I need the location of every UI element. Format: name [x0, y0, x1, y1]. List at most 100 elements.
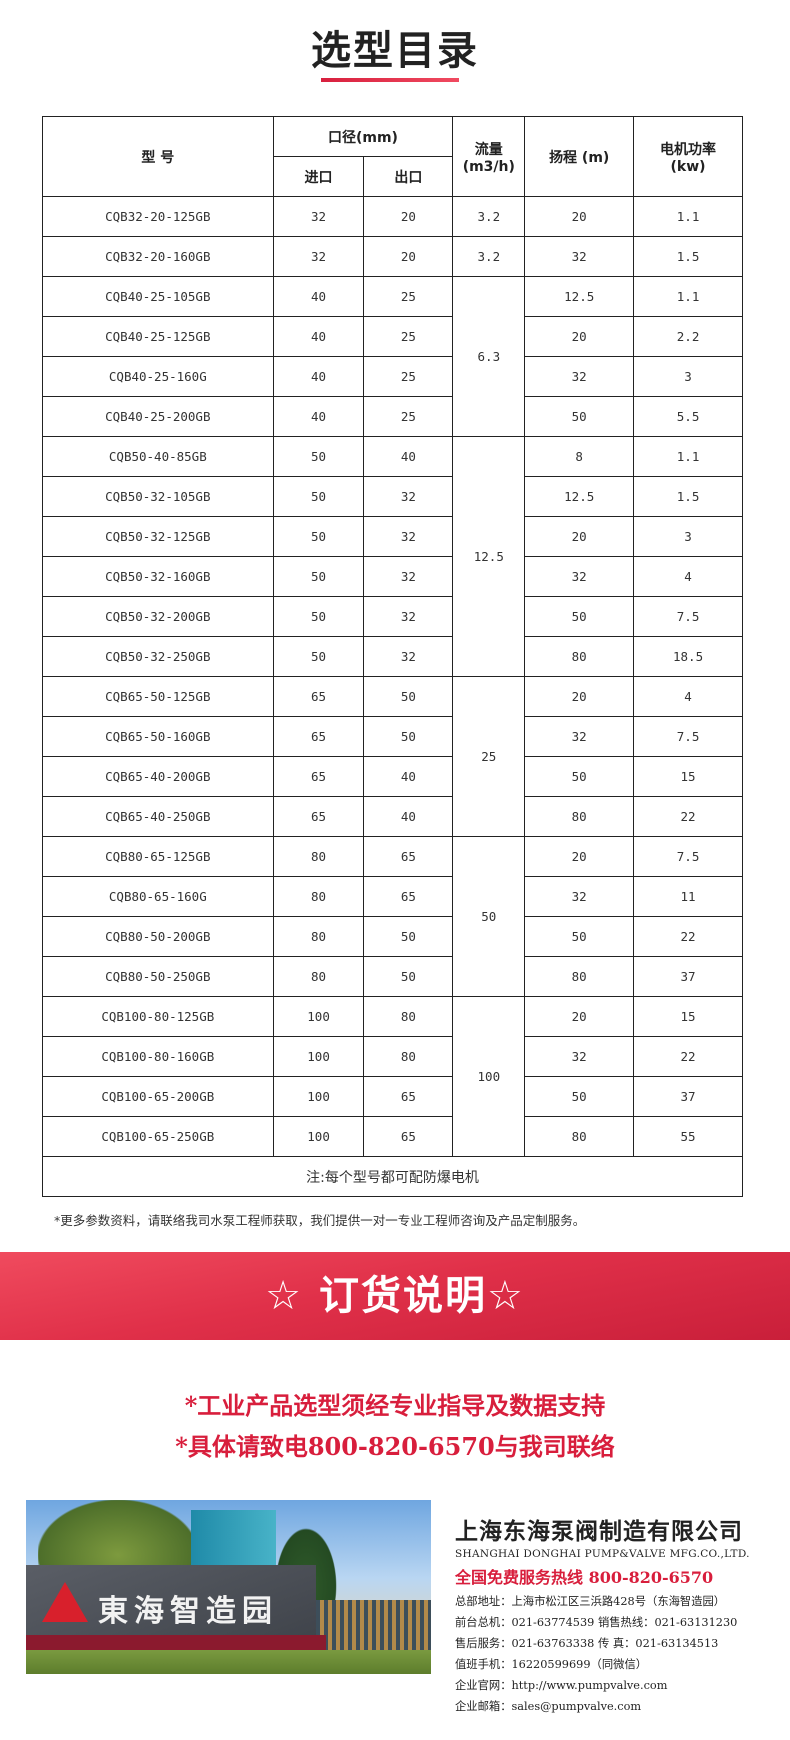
outlet-cell: 25	[363, 276, 454, 317]
head-cell: 80	[524, 1116, 635, 1157]
head-cell: 32	[524, 236, 635, 277]
header-head: 扬程 (m)	[524, 116, 635, 197]
table-row: CQB80-65-160G 80 65 32 11	[42, 876, 743, 917]
flow-cell: 12.5	[452, 436, 526, 677]
table-row: CQB50-32-250GB 50 32 80 18.5	[42, 636, 743, 677]
table-row: CQB40-25-160G 40 25 32 3	[42, 356, 743, 397]
model-cell: CQB50-32-160GB	[42, 556, 274, 597]
model-cell: CQB100-80-160GB	[42, 1036, 274, 1077]
outlet-cell: 65	[363, 1076, 454, 1117]
table-row: CQB65-40-250GB 65 40 80 22	[42, 796, 743, 837]
outlet-cell: 25	[363, 356, 454, 397]
inlet-cell: 80	[272, 876, 365, 917]
head-cell: 80	[524, 796, 635, 837]
website[interactable]: 企业官网：http://www.pumpvalve.com	[455, 1679, 668, 1692]
header-power: 电机功率 (kw)	[633, 116, 743, 197]
power-cell: 11	[633, 876, 743, 917]
sign-text: 東海智造园	[98, 1594, 278, 1629]
model-cell: CQB50-32-200GB	[42, 596, 274, 637]
mobile: 值班手机：16220599699（同微信）	[455, 1658, 648, 1671]
power-cell: 1.1	[633, 436, 743, 477]
inlet-cell: 80	[272, 836, 365, 877]
head-cell: 12.5	[524, 276, 635, 317]
company-info: 上海东海泵阀制造有限公司 SHANGHAI DONGHAI PUMP&VALVE…	[455, 1512, 775, 1714]
power-cell: 1.5	[633, 236, 743, 277]
service-fax: 售后服务：021-63763338 传 真：021-63134513	[455, 1637, 719, 1650]
outlet-cell: 32	[363, 636, 454, 677]
outlet-cell: 32	[363, 556, 454, 597]
header-inlet: 进口	[272, 156, 365, 197]
head-cell: 20	[524, 836, 635, 877]
head-cell: 20	[524, 676, 635, 717]
order-line-1: *工业产品选型须经专业指导及数据支持	[184, 1391, 606, 1420]
head-cell: 50	[524, 756, 635, 797]
model-cell: CQB40-25-105GB	[42, 276, 274, 317]
inlet-cell: 65	[272, 716, 365, 757]
inlet-cell: 50	[272, 516, 365, 557]
table-row: CQB50-32-125GB 50 32 20 3	[42, 516, 743, 557]
email[interactable]: 企业邮箱：sales@pumpvalve.com	[455, 1700, 642, 1713]
table-row: CQB40-25-200GB 40 25 50 5.5	[42, 396, 743, 437]
model-cell: CQB100-80-125GB	[42, 996, 274, 1037]
factory-photo: 東海智造园	[26, 1500, 431, 1674]
inlet-cell: 40	[272, 356, 365, 397]
grass	[26, 1650, 431, 1674]
power-cell: 7.5	[633, 836, 743, 877]
head-cell: 32	[524, 876, 635, 917]
table-row: CQB80-65-125GB 80 65 50 20 7.5	[42, 836, 743, 997]
head-cell: 32	[524, 716, 635, 757]
table-row: CQB50-32-200GB 50 32 50 7.5	[42, 596, 743, 637]
power-cell: 3	[633, 516, 743, 557]
model-cell: CQB40-25-200GB	[42, 396, 274, 437]
inlet-cell: 80	[272, 916, 365, 957]
flow-cell: 25	[452, 676, 526, 837]
header-flow: 流量 (m3/h)	[452, 116, 526, 197]
flow-cell: 50	[452, 836, 526, 997]
model-cell: CQB32-20-125GB	[42, 196, 274, 237]
power-cell: 3	[633, 356, 743, 397]
table-row: CQB100-80-125GB 100 80 100 20 15	[42, 996, 743, 1157]
table-row: CQB32-20-160GB 32 20 3.2 32 1.5	[42, 236, 743, 277]
outlet-cell: 50	[363, 956, 454, 997]
logo-icon	[42, 1582, 88, 1622]
head-cell: 20	[524, 316, 635, 357]
power-cell: 7.5	[633, 716, 743, 757]
page-title: 选型目录	[311, 28, 479, 74]
inlet-cell: 50	[272, 556, 365, 597]
model-cell: CQB32-20-160GB	[42, 236, 274, 277]
table-row: CQB40-25-125GB 40 25 20 2.2	[42, 316, 743, 357]
inlet-cell: 50	[272, 596, 365, 637]
power-cell: 22	[633, 1036, 743, 1077]
power-cell: 1.1	[633, 196, 743, 237]
inlet-cell: 100	[272, 996, 365, 1037]
outlet-cell: 25	[363, 316, 454, 357]
table-note: 注:每个型号都可配防爆电机	[42, 1156, 743, 1197]
head-cell: 80	[524, 956, 635, 997]
inlet-cell: 80	[272, 956, 365, 997]
flow-cell: 3.2	[452, 236, 526, 277]
inlet-cell: 32	[272, 196, 365, 237]
outlet-cell: 32	[363, 596, 454, 637]
outlet-cell: 65	[363, 876, 454, 917]
head-cell: 50	[524, 596, 635, 637]
table-row: CQB40-25-105GB 40 25 6.3 12.5 1.1	[42, 276, 743, 437]
phones: 前台总机：021-63774539 销售热线：021-63131230	[455, 1616, 738, 1629]
table-row: CQB80-50-200GB 80 50 50 22	[42, 916, 743, 957]
model-cell: CQB80-65-125GB	[42, 836, 274, 877]
table-row: CQB32-20-125GB 32 20 3.2 20 1.1	[42, 196, 743, 237]
table-row: CQB50-32-105GB 50 32 12.5 1.5	[42, 476, 743, 517]
table-row: CQB100-80-160GB 100 80 32 22	[42, 1036, 743, 1077]
outlet-cell: 25	[363, 396, 454, 437]
inlet-cell: 100	[272, 1076, 365, 1117]
head-cell: 50	[524, 916, 635, 957]
model-cell: CQB50-32-250GB	[42, 636, 274, 677]
head-cell: 32	[524, 1036, 635, 1077]
outlet-cell: 80	[363, 996, 454, 1037]
power-cell: 18.5	[633, 636, 743, 677]
outlet-cell: 50	[363, 676, 454, 717]
inlet-cell: 40	[272, 276, 365, 317]
inlet-cell: 65	[272, 796, 365, 837]
title-underline	[321, 78, 459, 82]
outlet-cell: 65	[363, 836, 454, 877]
company-name-en: SHANGHAI DONGHAI PUMP&VALVE MFG.CO.,LTD.	[455, 1548, 750, 1560]
